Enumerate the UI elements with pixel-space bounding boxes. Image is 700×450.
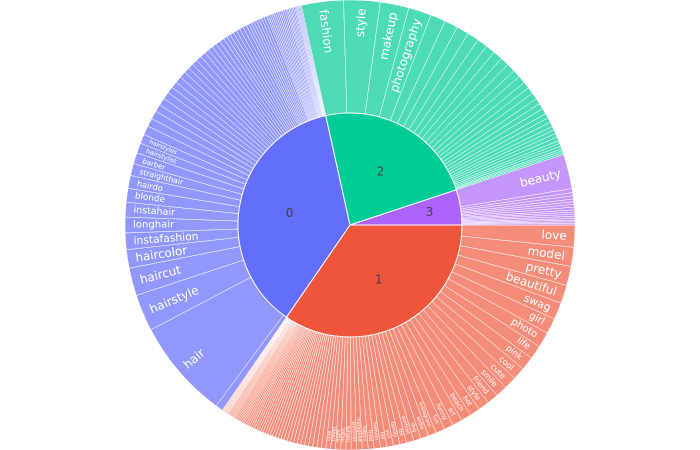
cluster-0-segment[interactable] (237, 115, 351, 318)
leaf-label-0-22: portrait (400, 415, 411, 435)
leaf-label-0-0: love (541, 228, 567, 243)
leaf-label-1-8: blonde (134, 191, 165, 205)
leaf-label-0-31: summer (350, 421, 356, 443)
leaf-label-0-18: fun (431, 414, 440, 425)
leaf-label-2-0: fashion (316, 9, 335, 54)
leaf-label-0-27: fashion (371, 422, 379, 441)
outer-ring (124, 0, 576, 450)
leaf-label-0-28: food (366, 430, 373, 442)
leaf-label-0-30: instagood (355, 417, 362, 442)
leaf-label-0-36: love (326, 430, 333, 441)
cluster-1-segment[interactable] (285, 224, 463, 338)
leaf-label-0-32: nature (346, 426, 352, 442)
leaf-label-0-20: selfie (415, 416, 425, 431)
leaf-label-0-26: fail (378, 432, 385, 440)
cluster-2-label: 2 (377, 164, 385, 178)
cluster-1-label: 1 (375, 273, 383, 287)
leaf-label-0-29: happy (361, 426, 368, 442)
leaf-label-0-34: night (335, 429, 342, 442)
leaf-label-0-35: travel (331, 427, 338, 442)
inner-ring (237, 112, 463, 338)
leaf-label-1-5: instafashion (133, 230, 199, 248)
leaf-label-0-21: dog (409, 422, 418, 433)
inner-labels: 1 0 2 3 (286, 164, 434, 286)
leaf-label-1-7: instahair (133, 205, 175, 219)
cluster-3-segment[interactable] (349, 189, 463, 226)
leaf-label-1-6: longhair (133, 220, 175, 231)
cluster-3-label: 3 (426, 205, 434, 219)
leaf-label-2-1: style (353, 8, 369, 37)
leaf-label-0-24: family (389, 422, 398, 438)
cluster-2-segment[interactable] (325, 112, 457, 226)
leaf-label-0-33: music (341, 427, 347, 442)
leaf-label-0-1: model (527, 244, 566, 263)
leaf-label-1-9: hairdo (136, 178, 164, 193)
leaf-label-0-16: art (446, 406, 457, 418)
cluster-0-label: 0 (286, 206, 294, 220)
leaf-label-0-23: tbt (397, 428, 405, 436)
leaf-label-0-25: sun (384, 429, 391, 439)
